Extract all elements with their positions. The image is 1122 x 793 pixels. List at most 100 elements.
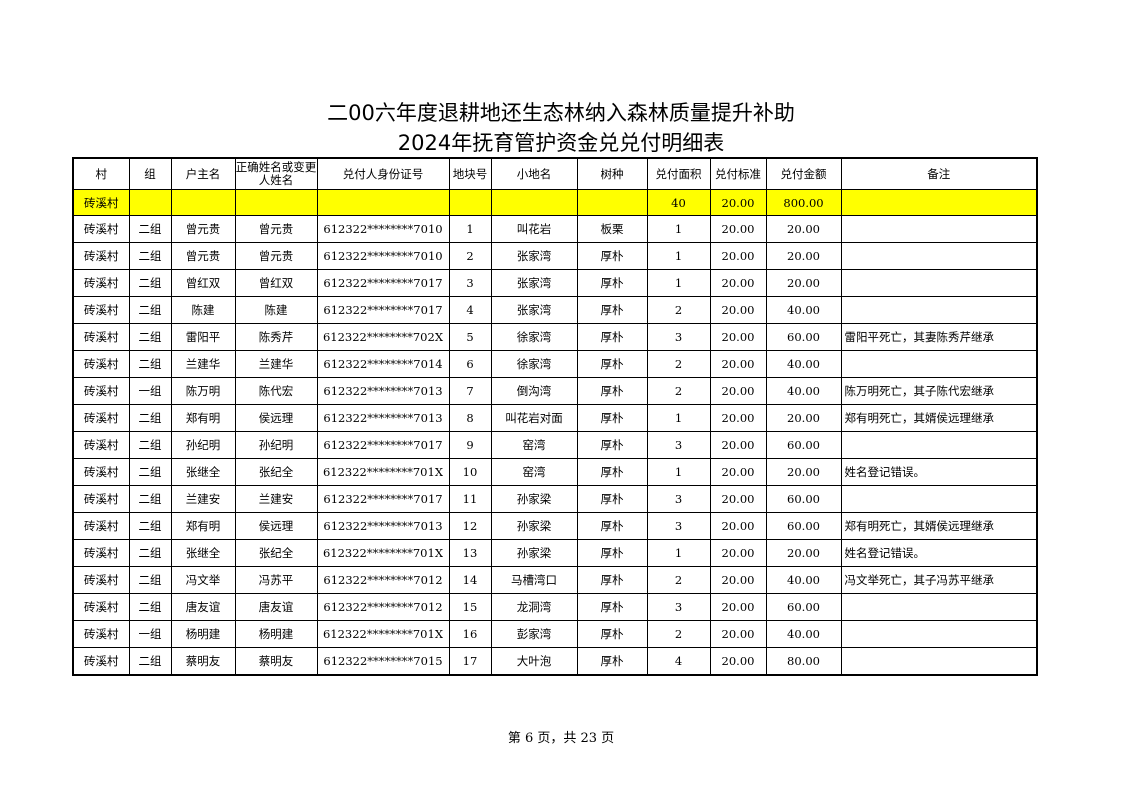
cell-corrected-name: 陈秀芹 [234, 323, 318, 351]
cell-corrected-name: 张纪全 [234, 458, 318, 486]
table-row: 砖溪村 二组 雷阳平 陈秀芹 612322********702X 5 徐家湾 厚朴 3 20.0… [72, 323, 1038, 351]
cell-amount: 40.00 [765, 350, 842, 378]
cell-group: 二组 [128, 242, 172, 270]
cell-corrected-name: 杨明建 [234, 620, 318, 648]
cell-plot-number: 4 [448, 296, 492, 324]
table-row: 砖溪村 二组 唐友谊 唐友谊 612322********7012 15 龙洞湾 厚朴 3 20.… [72, 593, 1038, 621]
cell-standard: 20.00 [709, 189, 767, 216]
cell-group: 二组 [128, 404, 172, 432]
cell-plot-number: 17 [448, 647, 492, 676]
cell-group: 二组 [128, 566, 172, 594]
cell-tree-species: 厚朴 [576, 242, 648, 270]
cell-tree-species: 厚朴 [576, 377, 648, 405]
cell-village: 砖溪村 [72, 242, 130, 270]
cell-id-number: 612322********7017 [316, 296, 450, 324]
cell-householder: 冯文举 [170, 566, 236, 594]
table-row: 砖溪村 一组 杨明建 杨明建 612322********701X 16 彭家湾 厚朴 2 20.… [72, 620, 1038, 648]
cell-remark: 冯文举死亡，其子冯苏平继承 [840, 566, 1038, 594]
cell-corrected-name: 兰建安 [234, 485, 318, 513]
cell-householder: 曾元贵 [170, 215, 236, 243]
cell-amount: 20.00 [765, 269, 842, 297]
cell-amount: 60.00 [765, 323, 842, 351]
cell-village: 砖溪村 [72, 189, 130, 216]
cell-group: 一组 [128, 620, 172, 648]
cell-plot-number: 10 [448, 458, 492, 486]
cell-householder: 陈建 [170, 296, 236, 324]
cell-householder: 兰建华 [170, 350, 236, 378]
cell-corrected-name: 曾元贵 [234, 242, 318, 270]
cell-place-name: 叫花岩对面 [490, 404, 578, 432]
cell-village: 砖溪村 [72, 404, 130, 432]
cell-plot-number: 9 [448, 431, 492, 459]
cell-place-name: 张家湾 [490, 242, 578, 270]
cell-group: 二组 [128, 647, 172, 676]
cell-remark: 陈万明死亡，其子陈代宏继承 [840, 377, 1038, 405]
cell-standard: 20.00 [709, 566, 767, 594]
cell-plot-number: 13 [448, 539, 492, 567]
cell-householder: 曾红双 [170, 269, 236, 297]
cell-amount: 800.00 [765, 189, 842, 216]
cell-id-number: 612322********7012 [316, 566, 450, 594]
cell-corrected-name: 蔡明友 [234, 647, 318, 676]
cell-place-name: 大叶泡 [490, 647, 578, 676]
table-row: 砖溪村 二组 郑有明 侯远理 612322********7013 8 叫花岩对面 厚朴 1 20… [72, 404, 1038, 432]
cell-householder: 张继全 [170, 458, 236, 486]
cell-village: 砖溪村 [72, 215, 130, 243]
header-village: 村 [72, 157, 130, 190]
cell-area: 2 [646, 377, 711, 405]
cell-remark: 雷阳平死亡，其妻陈秀芹继承 [840, 323, 1038, 351]
cell-tree-species: 板栗 [576, 215, 648, 243]
cell-standard: 20.00 [709, 647, 767, 676]
cell-tree-species: 厚朴 [576, 404, 648, 432]
cell-amount: 20.00 [765, 242, 842, 270]
cell-remark [840, 350, 1038, 378]
cell-id-number: 612322********7014 [316, 350, 450, 378]
cell-area: 3 [646, 593, 711, 621]
table-row: 砖溪村 二组 张继全 张纪全 612322********701X 13 孙家梁 厚朴 1 20.… [72, 539, 1038, 567]
table-row: 砖溪村 二组 曾元贵 曾元贵 612322********7010 1 叫花岩 板栗 1 20.0… [72, 215, 1038, 243]
cell-standard: 20.00 [709, 539, 767, 567]
header-standard: 兑付标准 [709, 157, 767, 190]
cell-householder [170, 189, 236, 216]
cell-plot-number [448, 189, 492, 216]
cell-standard: 20.00 [709, 431, 767, 459]
cell-standard: 20.00 [709, 377, 767, 405]
cell-place-name: 孙家梁 [490, 539, 578, 567]
cell-remark [840, 431, 1038, 459]
cell-group: 二组 [128, 350, 172, 378]
cell-remark [840, 593, 1038, 621]
cell-group: 二组 [128, 458, 172, 486]
cell-group: 二组 [128, 269, 172, 297]
cell-tree-species: 厚朴 [576, 350, 648, 378]
cell-householder: 张继全 [170, 539, 236, 567]
cell-amount: 40.00 [765, 377, 842, 405]
cell-id-number: 612322********7010 [316, 242, 450, 270]
cell-village: 砖溪村 [72, 458, 130, 486]
cell-corrected-name: 冯苏平 [234, 566, 318, 594]
table-row: 砖溪村 二组 郑有明 侯远理 612322********7013 12 孙家梁 厚朴 3 20.… [72, 512, 1038, 540]
cell-tree-species: 厚朴 [576, 458, 648, 486]
cell-tree-species: 厚朴 [576, 431, 648, 459]
cell-id-number: 612322********702X [316, 323, 450, 351]
cell-standard: 20.00 [709, 458, 767, 486]
cell-householder: 兰建安 [170, 485, 236, 513]
cell-place-name [490, 189, 578, 216]
cell-area: 3 [646, 485, 711, 513]
cell-area: 4 [646, 647, 711, 676]
cell-village: 砖溪村 [72, 377, 130, 405]
cell-tree-species: 厚朴 [576, 296, 648, 324]
cell-remark: 郑有明死亡，其婿侯远理继承 [840, 404, 1038, 432]
cell-area: 3 [646, 431, 711, 459]
cell-householder: 陈万明 [170, 377, 236, 405]
table-row: 砖溪村 二组 兰建华 兰建华 612322********7014 6 徐家湾 厚朴 2 20.0… [72, 350, 1038, 378]
cell-place-name: 窑湾 [490, 458, 578, 486]
header-householder: 户主名 [170, 157, 236, 190]
cell-place-name: 窑湾 [490, 431, 578, 459]
cell-village: 砖溪村 [72, 620, 130, 648]
cell-id-number: 612322********7013 [316, 377, 450, 405]
table-row: 砖溪村 二组 张继全 张纪全 612322********701X 10 窑湾 厚朴 1 20.0… [72, 458, 1038, 486]
cell-id-number: 612322********7017 [316, 269, 450, 297]
cell-remark [840, 485, 1038, 513]
cell-id-number: 612322********7017 [316, 431, 450, 459]
cell-place-name: 徐家湾 [490, 323, 578, 351]
